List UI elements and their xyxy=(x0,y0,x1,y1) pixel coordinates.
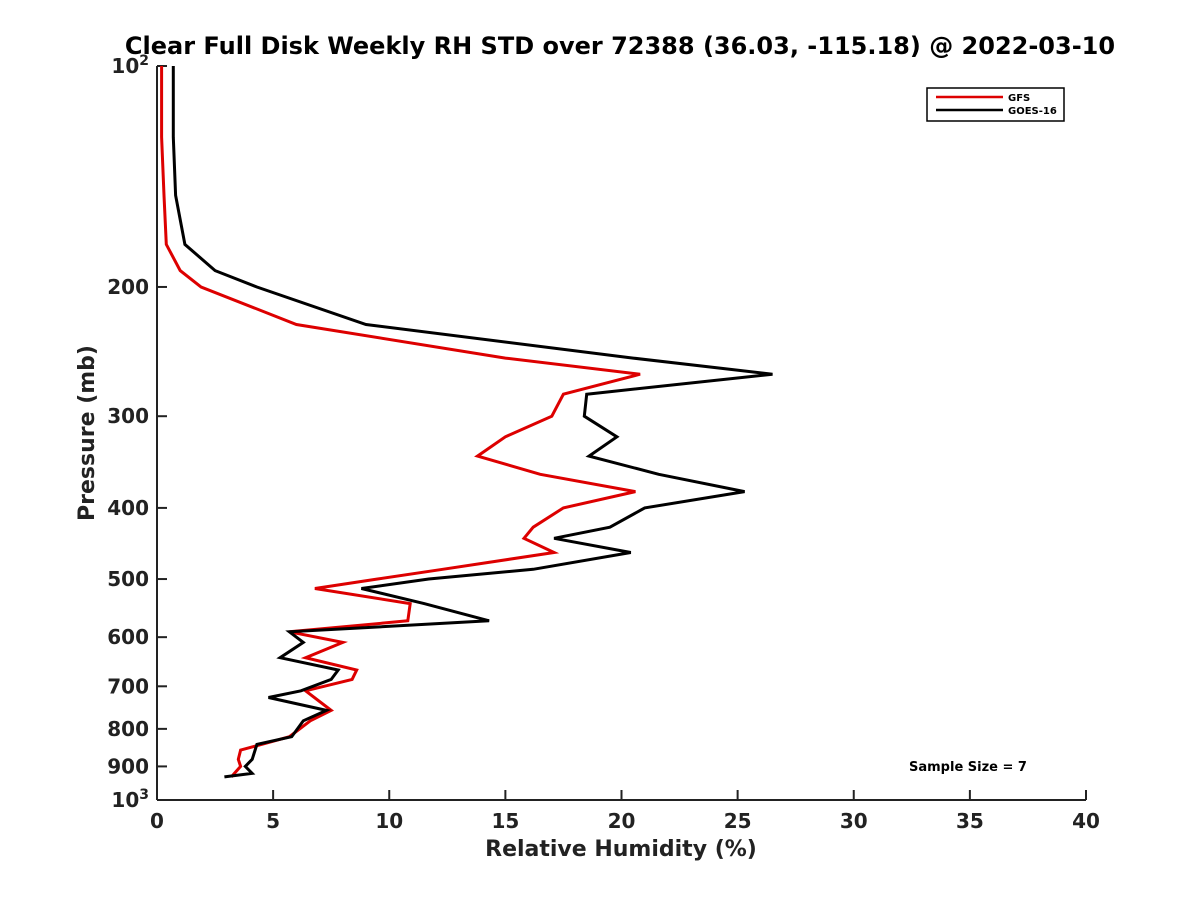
y-tick-label: 500 xyxy=(107,567,149,591)
x-tick-label: 35 xyxy=(956,809,984,833)
y-axis-title: Pressure (mb) xyxy=(75,345,100,521)
legend-box xyxy=(926,87,1065,122)
y-tick-label: 400 xyxy=(107,496,149,520)
series-line-gfs xyxy=(160,66,641,778)
x-axis-title: Relative Humidity (%) xyxy=(485,837,757,862)
y-tick-label: 300 xyxy=(107,404,149,428)
x-tick-label: 20 xyxy=(608,809,636,833)
x-tick-label: 30 xyxy=(840,809,868,833)
x-tick-label: 0 xyxy=(150,809,164,833)
sample-size-annotation: Sample Size = 7 xyxy=(909,760,1027,775)
y-tick-label-exponent: 2 xyxy=(139,53,149,69)
series-lines xyxy=(160,66,773,779)
x-axis-ticks: 0 5 10 15 20 25 30 35 40 xyxy=(150,790,1100,833)
x-tick-label: 10 xyxy=(375,809,403,833)
y-tick-label: 900 xyxy=(107,754,149,778)
y-tick-label-base: 10 xyxy=(111,788,139,812)
legend-label-goes-16: GOES-16 xyxy=(1008,106,1057,117)
y-tick-label-base: 10 xyxy=(111,54,139,78)
y-tick-label: 600 xyxy=(107,625,149,649)
x-tick-label: 15 xyxy=(491,809,519,833)
legend: GFS GOES-16 xyxy=(926,87,1065,122)
y-tick-label: 800 xyxy=(107,717,149,741)
x-tick-label: 25 xyxy=(724,809,752,833)
legend-label-gfs: GFS xyxy=(1008,93,1030,104)
chart-title: Clear Full Disk Weekly RH STD over 72388… xyxy=(125,32,1115,60)
y-tick-label: 700 xyxy=(107,674,149,698)
y-tick-label: 103 xyxy=(111,787,149,812)
x-tick-label: 40 xyxy=(1072,809,1100,833)
y-tick-label: 102 xyxy=(111,53,149,78)
y-tick-label-exponent: 3 xyxy=(139,787,149,803)
series-line-goes-16 xyxy=(171,66,773,779)
y-tick-label: 200 xyxy=(107,275,149,299)
x-tick-label: 5 xyxy=(266,809,280,833)
